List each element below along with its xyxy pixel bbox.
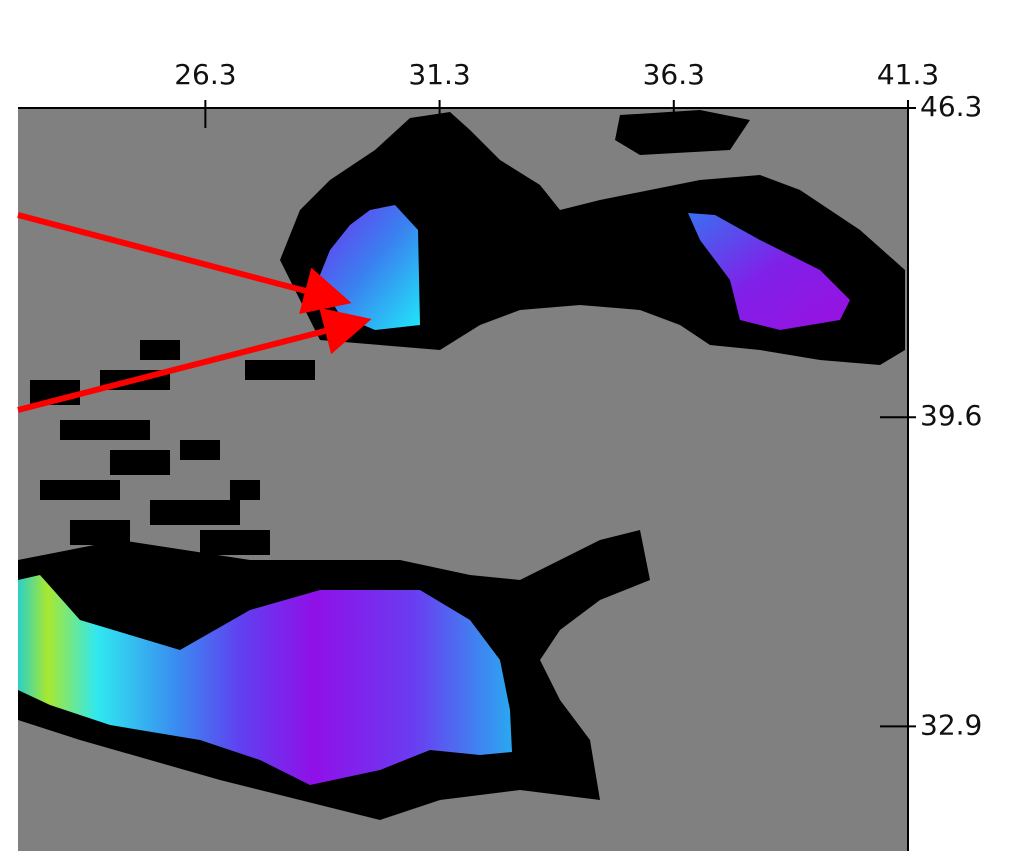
y-tick-label: 39.6	[920, 399, 982, 432]
y-tick-label: 32.9	[920, 708, 982, 741]
map-plot: 26.3 31.3 36.3 41.346.3 39.6 32.9	[0, 0, 1035, 851]
x-tick-label: 41.3	[877, 58, 939, 91]
land-mask	[615, 110, 750, 155]
y-tick-label: 46.3	[920, 90, 982, 123]
page: {"map": {"xticks": [26.3, 31.3, 36.3, 41…	[0, 0, 1035, 851]
x-tick-label: 26.3	[174, 58, 236, 91]
x-tick-label: 31.3	[408, 58, 470, 91]
x-tick-label: 36.3	[643, 58, 705, 91]
